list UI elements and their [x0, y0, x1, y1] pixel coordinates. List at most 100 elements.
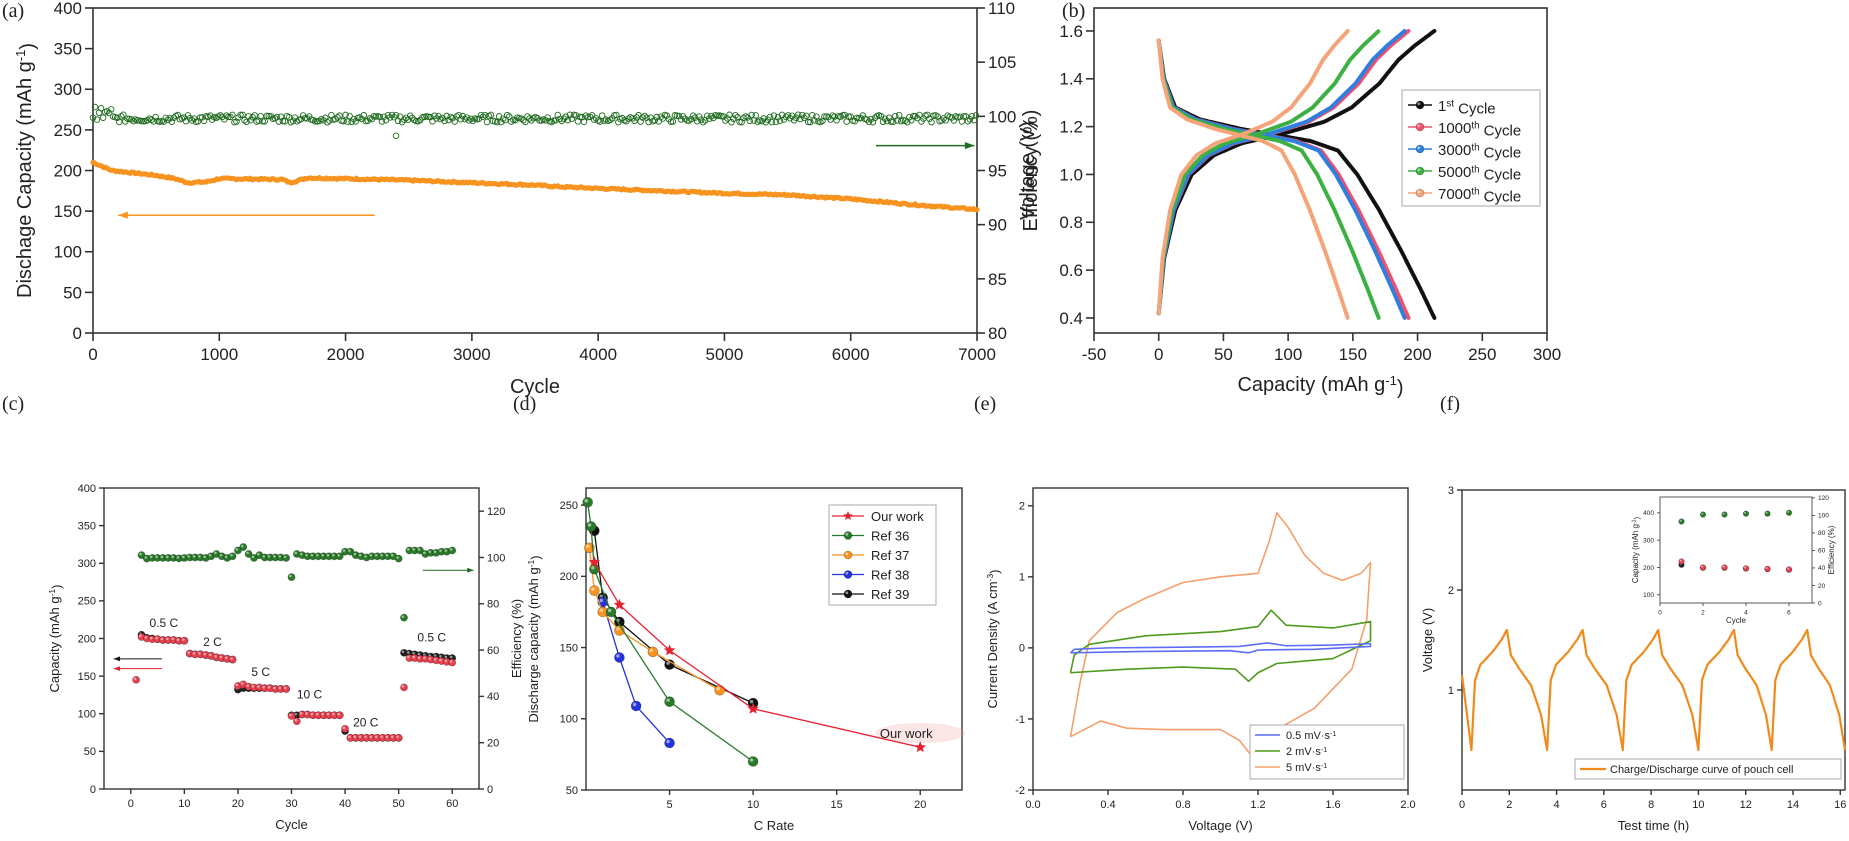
c-efficiency-point-highlight — [326, 553, 330, 557]
d-x-tick-label: 15 — [831, 799, 843, 811]
e-x-tick-label: 2.0 — [1400, 799, 1415, 811]
d-x-axis-label: C Rate — [754, 818, 794, 833]
c-discharge-point-highlight — [299, 712, 303, 715]
a-y-tick-label: 250 — [54, 121, 82, 140]
a-efficiency-point — [827, 116, 834, 123]
c-discharge-point-highlight — [224, 656, 228, 659]
a-efficiency-point — [160, 118, 167, 125]
a-y2-tick-label: 80 — [988, 324, 1007, 343]
c-charge-point-highlight — [433, 654, 437, 657]
a-efficiency-point — [392, 111, 400, 119]
f-inset-y-tick-label: 300 — [1643, 537, 1654, 544]
a-efficiency-point — [518, 115, 525, 122]
a-efficiency-point — [180, 114, 188, 121]
d-ball-marker-highlight — [632, 702, 637, 707]
f-inset-discharge-point-highlight — [1765, 567, 1768, 569]
c-discharge-point-highlight — [326, 712, 330, 716]
panel-label-b: (b) — [1062, 0, 1085, 22]
a-efficiency-point — [297, 115, 305, 123]
a-efficiency-point — [689, 112, 697, 119]
c-discharge-point-highlight — [192, 651, 196, 655]
d-ball-marker — [614, 652, 625, 663]
a-efficiency-point — [237, 111, 244, 119]
d-ball-marker-highlight — [587, 523, 592, 527]
a-efficiency-point — [372, 113, 380, 120]
a-efficiency-point — [562, 113, 570, 121]
a-efficiency-point — [241, 117, 248, 124]
f-x-tick-label: 2 — [1506, 799, 1512, 811]
a-efficiency-point — [346, 112, 353, 120]
c-discharge-point-highlight — [374, 735, 378, 739]
d-ball-marker — [664, 696, 675, 707]
c-x-tick-label: 20 — [232, 798, 244, 810]
d-ball-marker-highlight — [666, 739, 670, 744]
a-efficiency-point — [249, 114, 256, 121]
c-rate-label: 0.5 C — [417, 631, 446, 645]
c-efficiency-point-highlight — [315, 553, 319, 557]
a-efficiency-point — [465, 117, 473, 124]
a-x-tick-label: 3000 — [453, 345, 491, 364]
a-efficiency-point — [455, 112, 462, 119]
a-efficiency-point — [324, 119, 331, 126]
a-efficiency-point — [99, 114, 107, 121]
c-discharge-point-highlight — [273, 686, 276, 690]
a-efficiency-point — [384, 111, 392, 119]
c-efficiency-point-highlight — [412, 548, 415, 551]
a-efficiency-point — [113, 114, 121, 122]
c-discharge-point-highlight — [449, 660, 453, 663]
f-inset-discharge-point-highlight — [1701, 565, 1704, 568]
a-efficiency-point — [972, 112, 980, 119]
c-discharge-point-highlight — [198, 651, 201, 655]
f-inset-y2-tick-label: 100 — [1818, 513, 1829, 520]
c-efficiency-point-highlight — [396, 556, 399, 559]
a-efficiency-point — [691, 114, 699, 121]
b-legend-label: 5000th Cycle — [1438, 164, 1521, 183]
c-discharge-point-highlight — [310, 712, 314, 716]
e-legend-label: 2 mV·s-1 — [1286, 746, 1327, 758]
e-legend-label: 5 mV·s-1 — [1286, 762, 1327, 774]
a-y-tick-label: 300 — [54, 80, 82, 99]
a-efficiency-point — [924, 111, 931, 119]
a-efficiency-point — [968, 113, 976, 120]
d-y-axis-label: Discharge capacity (mAh g-1) — [526, 555, 543, 722]
c-arrow-head — [113, 666, 121, 671]
c-efficiency-point-highlight — [401, 615, 405, 618]
e-x-tick-label: 0.8 — [1175, 799, 1190, 811]
c-efficiency-point-highlight — [219, 553, 223, 557]
c-discharge-point-highlight — [423, 656, 426, 659]
a-efficiency-point — [960, 113, 968, 120]
f-inset-x-tick-label: 4 — [1744, 610, 1748, 617]
f-x-tick-label: 12 — [1740, 799, 1752, 811]
c-y2-axis-label: Efficiency (%) — [509, 599, 524, 678]
b-x-tick-label: 250 — [1468, 345, 1496, 364]
e-y-axis-label: Current Density (A cm-3) — [985, 569, 1002, 708]
a-efficiency-point — [685, 117, 693, 124]
d-series-line — [588, 547, 721, 691]
f-inset-efficiency-point-highlight — [1722, 512, 1725, 515]
a-efficiency-point — [206, 112, 214, 119]
c-discharge-point-highlight — [171, 637, 174, 641]
a-efficiency-point — [396, 113, 404, 120]
d-ball-marker — [585, 521, 597, 532]
a-efficiency-point — [400, 116, 408, 123]
a-efficiency-point — [316, 117, 323, 125]
a-efficiency-point — [461, 115, 469, 123]
d-legend-marker — [843, 589, 853, 599]
f-x-tick-label: 16 — [1834, 799, 1846, 811]
f-inset-y2-axis-label: Efficiency (%) — [1827, 525, 1836, 574]
c-efficiency-point-highlight — [369, 553, 373, 557]
a-efficiency-point — [334, 114, 341, 121]
c-discharge-point-highlight — [257, 685, 260, 688]
a-y-tick-label: 400 — [54, 0, 82, 18]
a-efficiency-point — [413, 117, 420, 125]
d-ball-marker-highlight — [591, 565, 595, 570]
f-voltage-curve — [1460, 628, 1847, 752]
f-inset-x-tick-label: 6 — [1787, 610, 1791, 617]
d-ball-marker-highlight — [749, 699, 754, 704]
c-discharge-point-highlight — [155, 636, 158, 640]
f-inset-y-axis-label: Capacity (mAh g-1) — [1631, 516, 1641, 583]
a-y-tick-label: 350 — [54, 40, 82, 59]
f-inset-efficiency-point-highlight — [1701, 512, 1704, 515]
f-inset-discharge-point-highlight — [1744, 566, 1747, 569]
c-efficiency-point — [400, 613, 408, 622]
